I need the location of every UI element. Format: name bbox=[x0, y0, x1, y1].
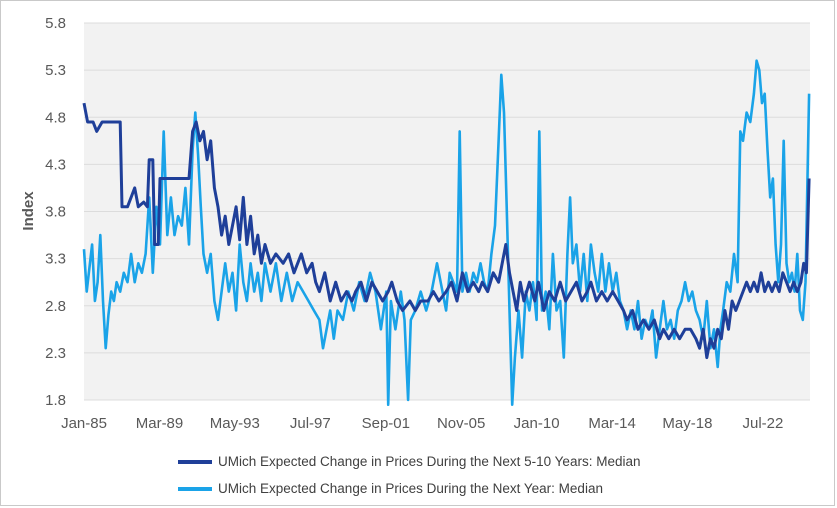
y-tick-label: 2.8 bbox=[45, 298, 66, 315]
x-axis-ticks: Jan-85 Mar-89 May-93 Jul-97 Sep-01 Nov-05 Jan-… bbox=[61, 415, 783, 432]
y-axis-ticks: 1.8 2.3 2.8 3.3 3.8 4.3 4.8 5.3 5.8 bbox=[45, 15, 66, 409]
legend-label-next-year: UMich Expected Change in Prices During t… bbox=[218, 481, 603, 496]
legend-label-long-run: UMich Expected Change in Prices During t… bbox=[218, 454, 641, 469]
x-tick-label: Jan-85 bbox=[61, 415, 107, 432]
x-tick-label: Jul-97 bbox=[290, 415, 331, 432]
x-tick-label: Sep-01 bbox=[362, 415, 410, 432]
legend-item-long-run: UMich Expected Change in Prices During t… bbox=[178, 448, 640, 475]
x-tick-label: Jan-10 bbox=[514, 415, 560, 432]
x-tick-label: May-93 bbox=[210, 415, 260, 432]
y-tick-label: 3.8 bbox=[45, 204, 66, 221]
x-tick-label: Mar-89 bbox=[136, 415, 184, 432]
x-tick-label: Mar-14 bbox=[588, 415, 636, 432]
y-tick-label: 3.3 bbox=[45, 251, 66, 268]
y-tick-label: 5.3 bbox=[45, 62, 66, 79]
y-axis-label: Index bbox=[20, 191, 37, 231]
legend-swatch-next-year bbox=[178, 486, 212, 491]
x-tick-label: Jul-22 bbox=[742, 415, 783, 432]
y-tick-label: 5.8 bbox=[45, 15, 66, 32]
y-tick-label: 1.8 bbox=[45, 392, 66, 409]
legend-swatch-long-run bbox=[178, 459, 212, 464]
legend-item-next-year: UMich Expected Change in Prices During t… bbox=[178, 475, 640, 502]
y-tick-label: 4.3 bbox=[45, 156, 66, 173]
legend: UMich Expected Change in Prices During t… bbox=[178, 448, 640, 502]
x-tick-label: Nov-05 bbox=[437, 415, 485, 432]
series-lines bbox=[82, 59, 811, 407]
y-tick-label: 4.8 bbox=[45, 109, 66, 126]
x-tick-label: May-18 bbox=[662, 415, 712, 432]
y-tick-label: 2.3 bbox=[45, 345, 66, 362]
series-line-long-run bbox=[82, 102, 811, 360]
